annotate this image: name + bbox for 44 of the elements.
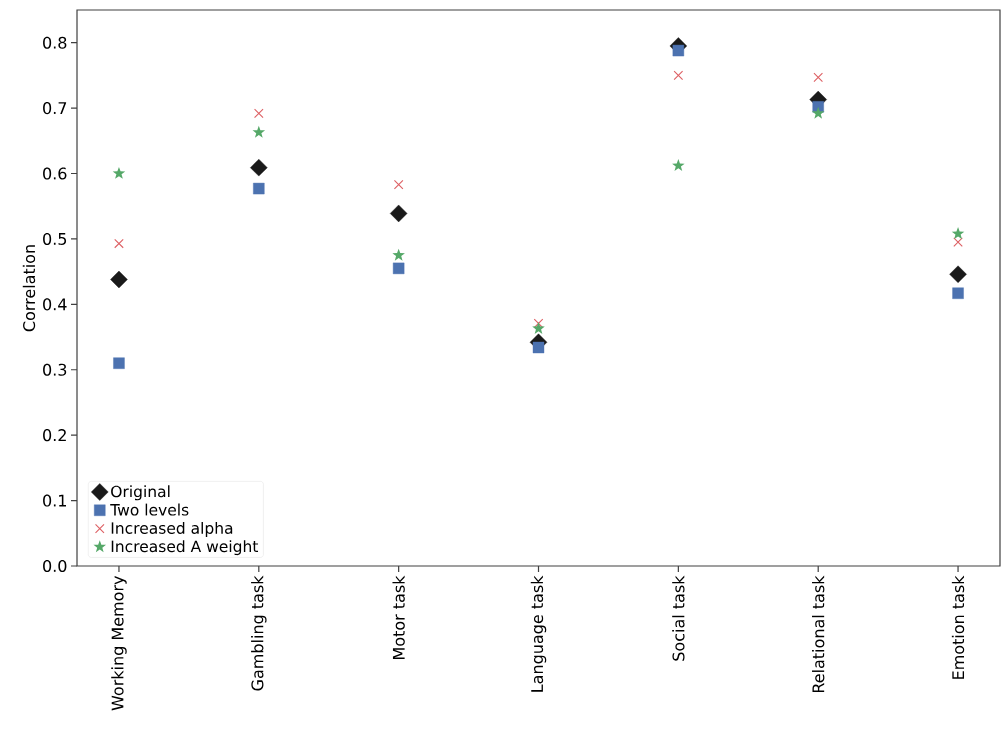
- y-tick-label: 0.2: [43, 429, 66, 442]
- x-tick-label: Emotion task: [951, 575, 965, 679]
- x-tick-label: Motor task: [392, 575, 405, 659]
- y-tick-label: 0.1: [43, 494, 66, 507]
- point: [952, 287, 964, 299]
- y-tick-label: 0.3: [43, 363, 67, 376]
- y-axis-title: Correlation: [22, 245, 36, 332]
- point: [813, 72, 823, 83]
- point: [811, 106, 825, 119]
- point: [114, 238, 124, 249]
- x-tick-label: Working Memory: [111, 576, 127, 711]
- point: [953, 237, 963, 247]
- point: [389, 204, 408, 223]
- point: [532, 321, 545, 334]
- point: [672, 44, 685, 57]
- x-tick-label: Gambling task: [251, 575, 267, 691]
- y-tick-label: 0.4: [43, 298, 67, 311]
- point: [673, 70, 684, 81]
- point: [110, 270, 128, 289]
- point: [532, 341, 545, 354]
- x-tick-label: Relational task: [812, 575, 825, 693]
- point: [252, 125, 266, 138]
- legend-label: Increased alpha: [111, 521, 233, 537]
- point: [113, 357, 125, 369]
- x-tick-label: Social task: [672, 575, 685, 661]
- point: [254, 108, 264, 119]
- point: [672, 159, 685, 172]
- legend-label: Two levels: [110, 503, 189, 516]
- y-tick-label: 0.8: [43, 36, 67, 49]
- legend-label: Increased A weight: [111, 540, 259, 556]
- point: [392, 248, 405, 261]
- legend-label: Original: [111, 485, 170, 501]
- point: [949, 265, 967, 283]
- x-tick-label: Language task: [530, 575, 547, 692]
- point: [951, 227, 965, 240]
- y-tick-label: 0.7: [43, 102, 67, 115]
- point: [250, 158, 268, 177]
- point: [393, 179, 404, 190]
- point: [253, 182, 265, 195]
- y-tick-label: 0.0: [43, 559, 67, 573]
- point: [112, 166, 126, 179]
- point: [392, 262, 405, 275]
- y-tick-label: 0.5: [43, 232, 67, 245]
- y-tick-label: 0.6: [43, 167, 67, 180]
